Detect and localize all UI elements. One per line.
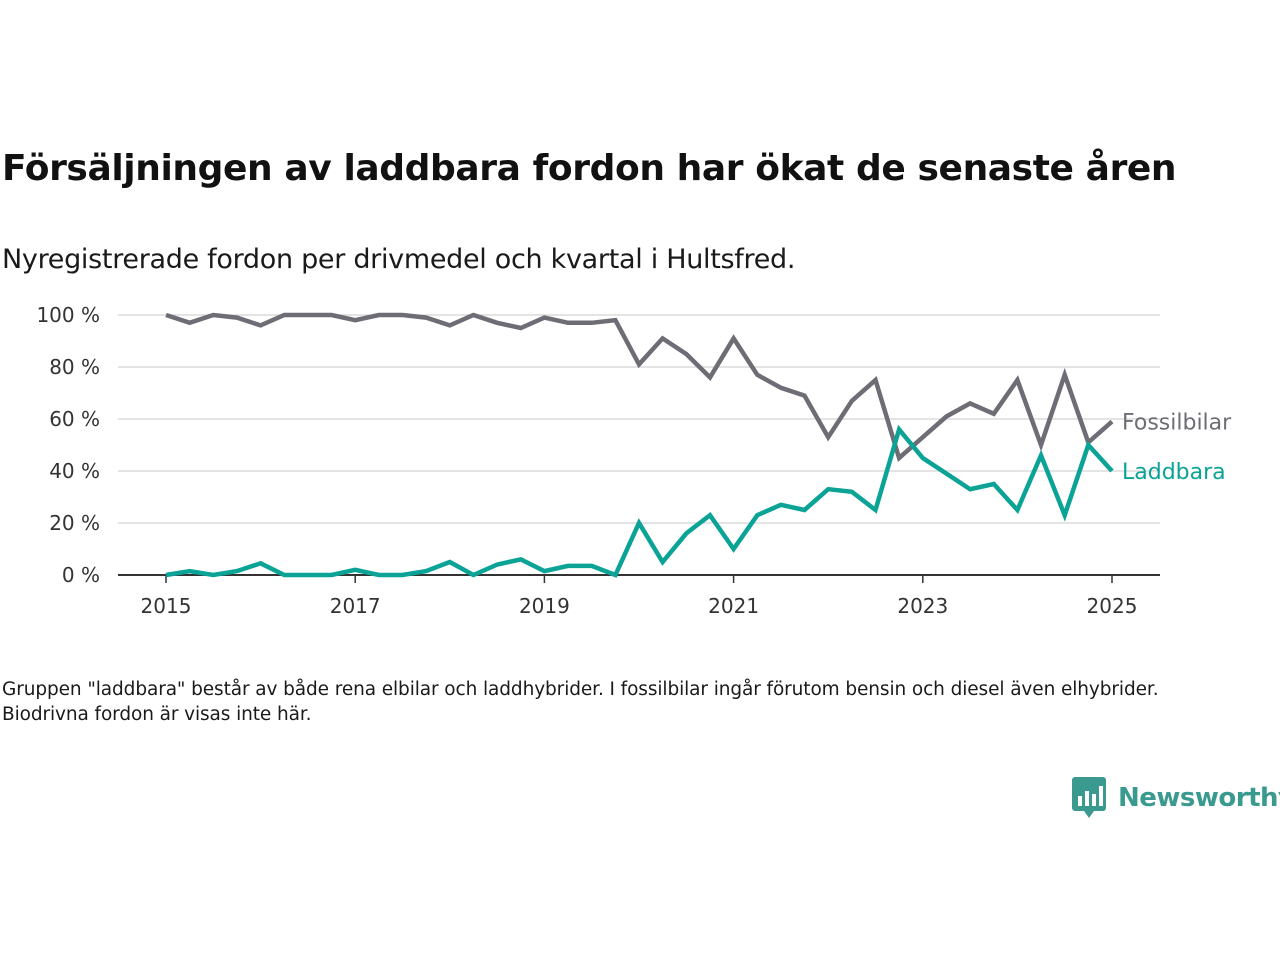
series-line-fossilbilar — [165, 312, 1114, 462]
y-tick-label: 20 % — [49, 511, 100, 535]
brand-name: Newsworthy — [1118, 783, 1280, 813]
y-tick-label: 80 % — [49, 355, 100, 379]
chart-subtitle: Nyregistrerade fordon per drivmedel och … — [2, 244, 796, 275]
x-tick-label: 2019 — [519, 594, 570, 618]
series-line-laddbara — [165, 424, 1114, 578]
newsworthy-logo: Newsworthy — [1072, 776, 1280, 820]
footnote: Gruppen "laddbara" består av både rena e… — [2, 679, 1159, 725]
x-tick-label: 2015 — [141, 594, 192, 618]
y-tick-label: 40 % — [49, 459, 100, 483]
y-axis-ticks: 0 % 20 % 40 % 60 % 80 % 100 % — [36, 303, 100, 587]
y-tick-label: 100 % — [36, 303, 100, 327]
x-tick-label: 2025 — [1087, 594, 1138, 618]
x-tick-label: 2017 — [330, 594, 381, 618]
series-lines — [165, 312, 1114, 578]
y-tick-label: 60 % — [49, 407, 100, 431]
y-tick-label: 0 % — [62, 563, 100, 587]
x-tick-label: 2021 — [708, 594, 759, 618]
x-tick-label: 2023 — [897, 594, 948, 618]
chart-title: Försäljningen av laddbara fordon har öka… — [2, 148, 1177, 189]
line-chart: 0 % 20 % 40 % 60 % 80 % 100 % 2015 2017 2019 202… — [36, 303, 1232, 618]
x-axis: 2015 2017 2019 2021 2023 2025 — [118, 574, 1160, 618]
bar-chart-speech-bubble-icon — [1072, 777, 1106, 818]
series-label-fossilbilar: Fossilbilar — [1122, 411, 1232, 436]
series-labels: Fossilbilar Laddbara — [1122, 411, 1232, 485]
series-label-laddbara: Laddbara — [1122, 460, 1226, 485]
